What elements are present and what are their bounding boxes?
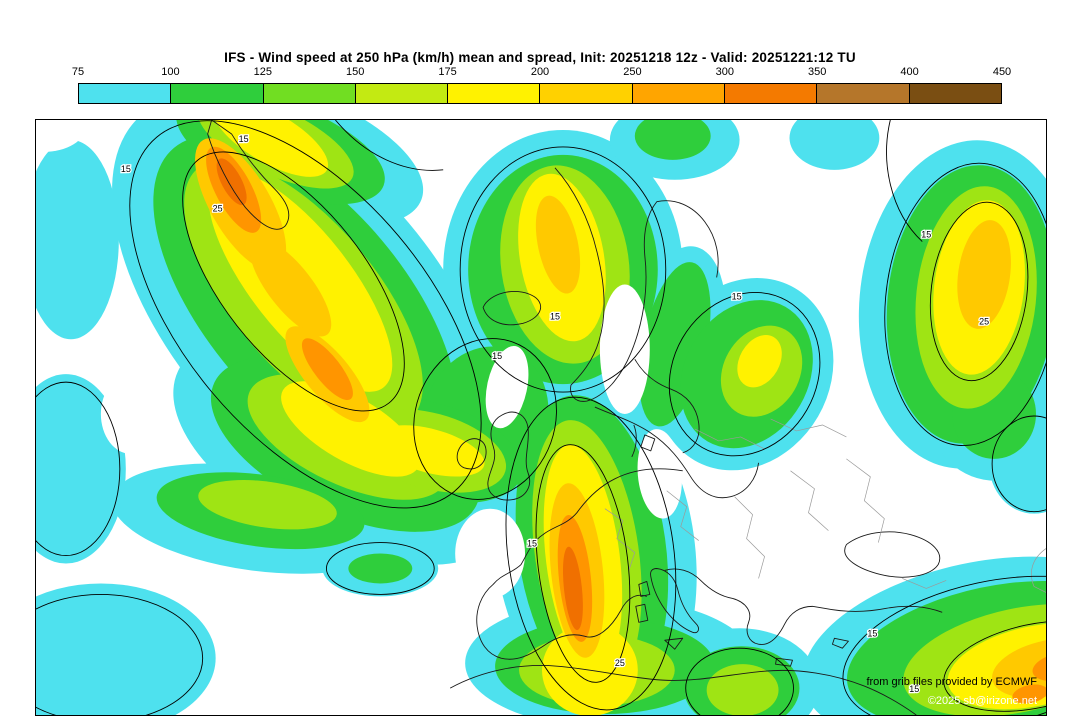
colorbar-segment [262,84,355,103]
colorbar: 75 100 125 150 175 200 250 300 350 400 450 [72,66,1011,104]
colorbar-segment [539,84,632,103]
colorbar-segment [170,84,263,103]
colorbar-segment [447,84,540,103]
attribution-source: from grib files provided by ECMWF [866,676,1037,688]
attribution-copyright: ©2025 sb@irizone.net [927,695,1037,707]
colorbar-tick-label: 100 [161,66,180,78]
coast-greenland [207,120,290,230]
colorbar-tick-label: 175 [438,66,457,78]
colorbar-ticks: 75 100 125 150 175 200 250 300 350 400 450 [72,66,1011,80]
coast-corsica [638,581,651,597]
coast-gulf-of-bothnia [634,358,700,454]
coast-scandinavia [554,167,719,402]
colorbar-segment [354,84,448,103]
coast-baltic [594,406,760,499]
contour-label: 15 [527,539,537,549]
colorbar-tick-label: 450 [992,66,1012,78]
coast-atlantic-iberia [476,468,683,660]
colorbar-segment [79,84,171,103]
coast-denmark [631,424,656,458]
coastlines [207,120,943,715]
coast-balkans-greece-turkey [664,568,943,645]
coast-ireland [456,438,487,470]
contour-label: 15 [909,684,919,694]
colorbar-segment [908,84,1001,103]
colorbar-tick-label: 350 [808,66,827,78]
contour-label: 15 [867,628,877,638]
colorbar-segment [631,84,725,103]
contour-label: 25 [615,658,625,668]
colorbar-tick-label: 300 [715,66,734,78]
contour-label: 15 [121,164,131,174]
colorbar-tick-label: 125 [253,66,272,78]
colorbar-segment [816,84,909,103]
weather-map-svg: 15 15 25 15 15 15 25 15 15 25 15 15 [36,120,1046,715]
coast-italy [650,568,699,634]
colorbar-segment [724,84,817,103]
contour-label: 15 [921,230,931,240]
coast-sicily [664,637,684,650]
coast-north-africa [449,665,917,715]
colorbar-tick-label: 200 [530,66,550,78]
contour-label: 15 [550,311,560,321]
contour-label: 15 [492,351,502,361]
contour-label: 15 [732,291,742,301]
spread-contours [36,120,1046,715]
colorbar-tick-label: 400 [900,66,919,78]
page-title: IFS - Wind speed at 250 hPa (km/h) mean … [224,50,856,65]
colorbar-tick-label: 75 [71,66,85,78]
coast-crete-cyprus [775,637,849,667]
colorbar-segments [78,83,1002,104]
coast-sardinia [635,603,649,623]
map-frame: 15 15 25 15 15 15 25 15 15 25 15 15 from… [35,119,1047,716]
colorbar-tick-label: 150 [346,66,365,78]
wind-fill-gap-layer [36,120,682,599]
coast-iceland [482,291,542,326]
contour-label: 25 [213,204,223,214]
country-borders [604,418,1046,593]
contour-label: 25 [979,316,989,326]
colorbar-tick-label: 250 [623,66,642,78]
contour-label: 15 [239,134,249,144]
wind-fill-deep-orange-layer [216,158,583,631]
spread-contour-labels: 15 15 25 15 15 15 25 15 15 25 15 15 [120,133,991,696]
coast-black-sea [844,531,941,578]
